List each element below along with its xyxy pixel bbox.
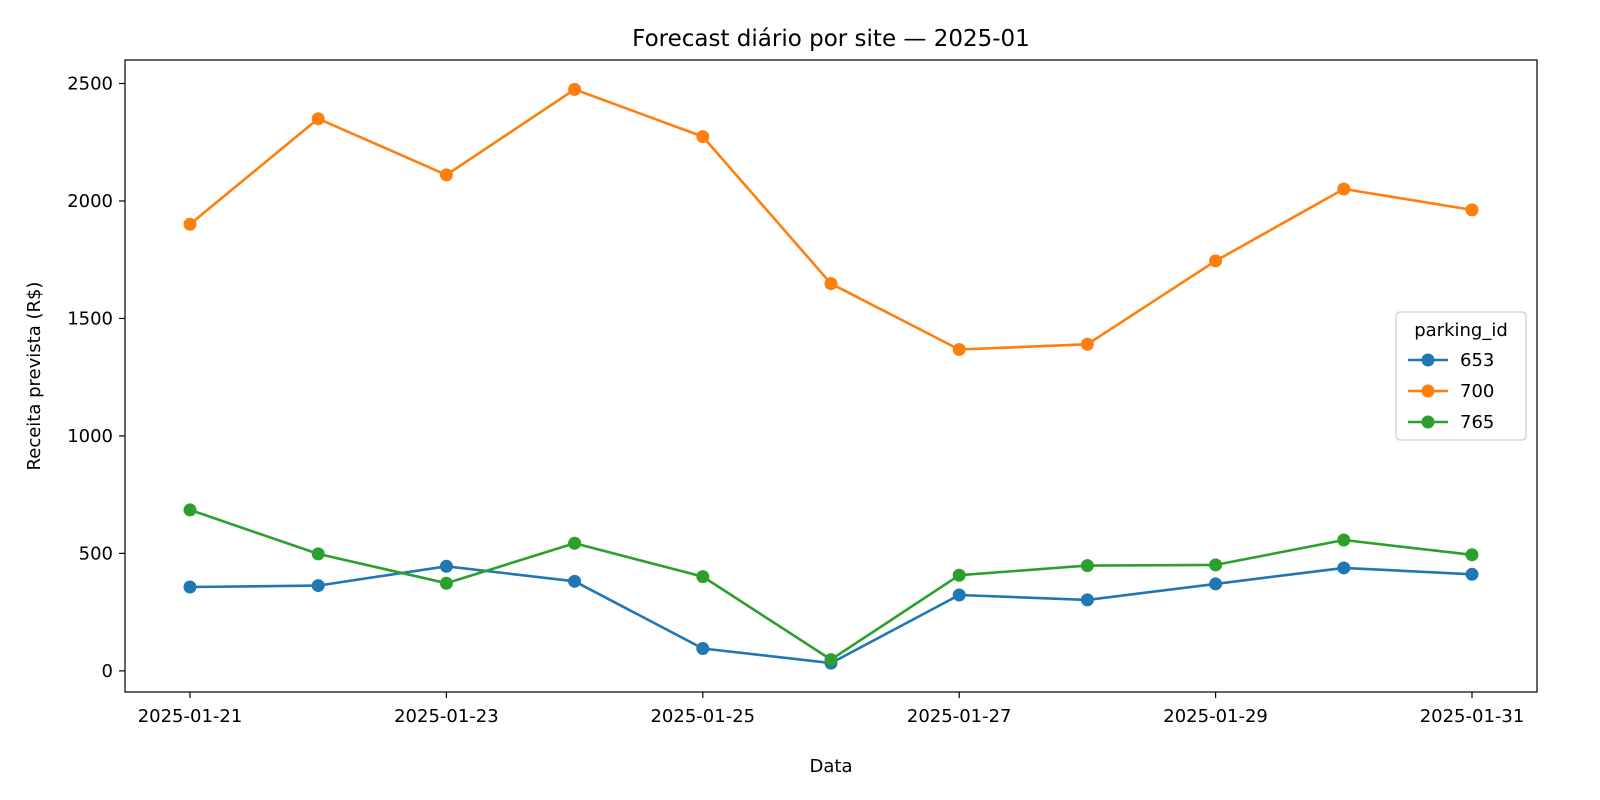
data-point-765	[824, 653, 838, 667]
data-point-765	[1465, 548, 1479, 562]
y-tick-label: 500	[79, 543, 113, 564]
data-point-765	[183, 503, 197, 517]
data-point-765	[696, 570, 710, 584]
legend-label-653: 653	[1460, 350, 1494, 371]
y-axis-label: Receita prevista (R$)	[24, 282, 45, 471]
data-point-765	[1209, 558, 1223, 572]
y-tick-label: 2500	[67, 73, 113, 94]
x-tick-label: 2025-01-21	[138, 706, 243, 727]
data-point-700	[439, 168, 453, 182]
x-tick-label: 2025-01-27	[907, 706, 1012, 727]
data-point-765	[952, 568, 966, 582]
legend: parking_id 653 700 765	[1395, 311, 1527, 441]
data-point-653	[696, 642, 710, 656]
data-point-765	[439, 576, 453, 590]
x-tick-label: 2025-01-23	[394, 706, 499, 727]
legend-marker-765	[1421, 415, 1435, 429]
data-point-765	[568, 536, 582, 550]
x-tick-label: 2025-01-25	[650, 706, 755, 727]
plot-area: 0 500 1000 1500 2000 2500 2025-01-21 2025-01-23…	[67, 59, 1538, 727]
data-point-653	[1465, 567, 1479, 581]
data-point-700	[824, 277, 838, 291]
data-point-653	[1337, 561, 1351, 575]
data-point-765	[1080, 559, 1094, 573]
legend-title: parking_id	[1414, 320, 1508, 341]
x-tick-label: 2025-01-29	[1163, 706, 1268, 727]
data-point-653	[1080, 593, 1094, 607]
data-point-700	[1337, 182, 1351, 196]
data-point-653	[439, 559, 453, 573]
data-point-765	[311, 547, 325, 561]
data-point-700	[696, 130, 710, 144]
plot-frame	[124, 59, 1538, 693]
y-tick-label: 2000	[67, 191, 113, 212]
data-point-653	[568, 574, 582, 588]
data-point-653	[311, 579, 325, 593]
data-point-700	[1080, 337, 1094, 351]
legend-marker-700	[1421, 384, 1435, 398]
data-point-700	[1465, 203, 1479, 217]
x-tick-label: 2025-01-31	[1420, 706, 1525, 727]
y-tick-label: 0	[102, 661, 113, 682]
data-point-700	[311, 112, 325, 126]
data-point-653	[952, 588, 966, 602]
legend-marker-653	[1421, 353, 1435, 367]
x-axis-label: Data	[810, 756, 853, 777]
data-point-765	[1337, 533, 1351, 547]
data-point-700	[568, 82, 582, 96]
data-point-653	[183, 580, 197, 594]
data-point-700	[1209, 254, 1223, 268]
data-point-700	[952, 342, 966, 356]
chart-title: Forecast diário por site — 2025-01	[632, 26, 1030, 52]
data-point-653	[1209, 577, 1223, 591]
legend-label-700: 700	[1460, 381, 1494, 402]
legend-box	[1395, 311, 1527, 441]
y-tick-label: 1500	[67, 308, 113, 329]
legend-label-765: 765	[1460, 412, 1494, 433]
data-point-700	[183, 217, 197, 231]
y-tick-label: 1000	[67, 426, 113, 447]
